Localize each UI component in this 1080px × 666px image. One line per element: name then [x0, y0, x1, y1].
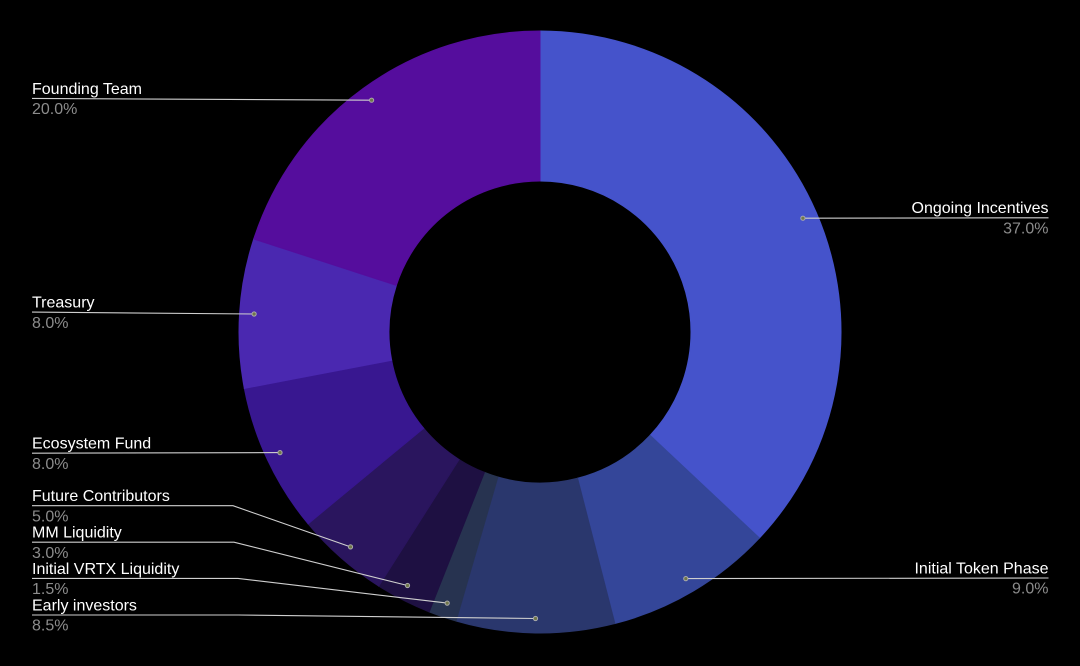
svg-text:9.0%: 9.0% [1012, 581, 1048, 598]
svg-text:5.0%: 5.0% [32, 508, 68, 525]
svg-text:20.0%: 20.0% [32, 101, 77, 118]
svg-text:Initial VRTX Liquidity: Initial VRTX Liquidity [32, 561, 179, 578]
svg-text:8.0%: 8.0% [32, 456, 68, 473]
svg-text:8.0%: 8.0% [32, 315, 68, 332]
svg-text:MM Liquidity: MM Liquidity [32, 525, 122, 542]
svg-text:Initial Token Phase: Initial Token Phase [914, 560, 1048, 577]
svg-text:Future Contributors: Future Contributors [32, 488, 170, 505]
svg-text:37.0%: 37.0% [1003, 221, 1048, 238]
svg-text:Founding Team: Founding Team [32, 81, 142, 98]
svg-text:Ongoing Incentives: Ongoing Incentives [912, 200, 1049, 217]
svg-text:Early investors: Early investors [32, 597, 137, 614]
svg-text:Treasury: Treasury [32, 295, 95, 312]
svg-text:3.0%: 3.0% [32, 545, 68, 562]
svg-text:Ecosystem Fund: Ecosystem Fund [32, 436, 151, 453]
svg-text:1.5%: 1.5% [32, 581, 68, 598]
svg-text:8.5%: 8.5% [32, 618, 68, 635]
